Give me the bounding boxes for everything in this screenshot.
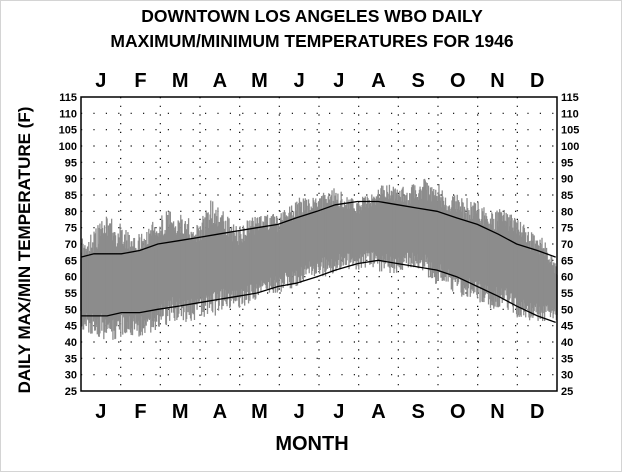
month-label-top: M: [251, 70, 268, 92]
daily-range-band: [80, 178, 558, 340]
month-label-top: O: [450, 70, 466, 92]
month-label-top: J: [95, 70, 106, 92]
normal-min-line: [81, 259, 556, 324]
y-tick-label-right: 55: [561, 288, 573, 300]
month-label-bottom: J: [95, 401, 106, 423]
month-label-bottom: A: [213, 401, 227, 423]
y-tick-label-right: 25: [561, 386, 573, 398]
month-label-top: N: [490, 70, 504, 92]
y-tick-label-left: 55: [65, 288, 77, 300]
y-tick-label-right: 45: [561, 321, 573, 333]
y-tick-label-right: 100: [561, 141, 579, 153]
month-label-top: M: [172, 70, 189, 92]
y-tick-label-left: 40: [65, 337, 77, 349]
y-tick-label-right: 30: [561, 370, 573, 382]
y-tick-label-right: 40: [561, 337, 573, 349]
month-label-bottom: D: [530, 401, 544, 423]
y-tick-label-right: 115: [561, 92, 579, 104]
y-tick-label-left: 35: [65, 353, 77, 365]
y-tick-label-left: 30: [65, 370, 77, 382]
month-label-top: A: [371, 70, 385, 92]
y-tick-label-left: 90: [65, 174, 77, 186]
chart-title-line-2: MAXIMUM/MINIMUM TEMPERATURES FOR 1946: [110, 31, 514, 51]
month-label-top: F: [134, 70, 146, 92]
month-label-bottom: J: [333, 401, 344, 423]
y-tick-label-left: 115: [59, 92, 77, 104]
y-tick-label-left: 60: [65, 272, 77, 284]
y-tick-label-right: 35: [561, 353, 573, 365]
y-tick-label-left: 65: [65, 255, 77, 267]
month-label-top: J: [294, 70, 305, 92]
y-tick-label-left: 105: [59, 125, 77, 137]
month-label-bottom: A: [371, 401, 385, 423]
y-tick-label-left: 45: [65, 321, 77, 333]
month-label-top: J: [333, 70, 344, 92]
y-tick-label-right: 70: [561, 239, 573, 251]
month-label-top: D: [530, 70, 544, 92]
y-tick-label-right: 110: [561, 108, 579, 120]
y-tick-label-right: 105: [561, 125, 579, 137]
month-label-bottom: J: [294, 401, 305, 423]
y-tick-label-right: 95: [561, 157, 573, 169]
chart-title-line-1: DOWNTOWN LOS ANGELES WBO DAILY: [141, 6, 483, 26]
month-label-bottom: S: [411, 401, 424, 423]
y-tick-label-right: 75: [561, 223, 573, 235]
y-tick-label-right: 80: [561, 206, 573, 218]
y-tick-label-left: 85: [65, 190, 77, 202]
y-tick-label-left: 110: [59, 108, 77, 120]
y-tick-label-left: 95: [65, 157, 77, 169]
month-label-top: S: [411, 70, 424, 92]
month-label-bottom: F: [134, 401, 146, 423]
y-tick-label-left: 75: [65, 223, 77, 235]
plot-border: [80, 96, 558, 392]
month-label-bottom: M: [172, 401, 189, 423]
month-label-top: A: [213, 70, 227, 92]
y-tick-label-right: 65: [561, 255, 573, 267]
month-label-bottom: M: [251, 401, 268, 423]
y-tick-label-left: 50: [65, 304, 77, 316]
y-tick-label-right: 60: [561, 272, 573, 284]
y-tick-label-left: 100: [59, 141, 77, 153]
y-tick-label-left: 25: [65, 386, 77, 398]
y-tick-label-left: 80: [65, 206, 77, 218]
month-label-bottom: N: [490, 401, 504, 423]
y-tick-label-left: 70: [65, 239, 77, 251]
y-tick-label-right: 90: [561, 174, 573, 186]
y-tick-label-right: 50: [561, 304, 573, 316]
month-label-bottom: O: [450, 401, 466, 423]
normal-max-line: [80, 200, 556, 258]
x-axis-label: MONTH: [275, 433, 349, 455]
y-tick-label-right: 85: [561, 190, 573, 202]
